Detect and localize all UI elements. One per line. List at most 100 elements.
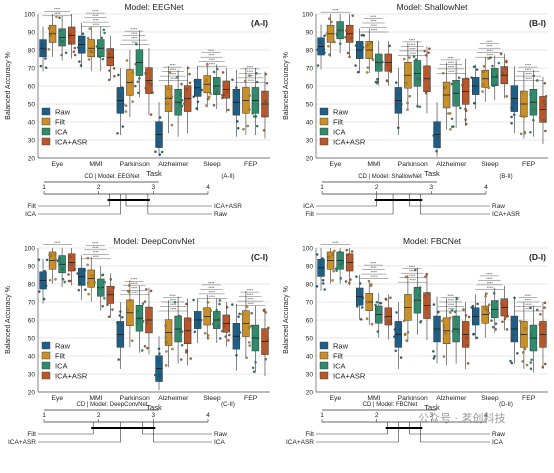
significance-stars: **** [92,245,99,250]
data-point [465,77,469,80]
data-point [72,50,76,54]
data-point [179,92,183,96]
data-point [450,309,454,312]
significance-stars: **** [371,274,378,279]
y-tick-label: 30 [306,372,314,379]
data-point [487,57,490,60]
data-point [196,100,200,104]
cd-tick-label: 4 [484,184,488,191]
data-point [158,116,162,119]
data-point [87,292,90,296]
data-point [360,33,364,37]
data-point [346,51,350,55]
significance-stars: **** [131,277,138,282]
panel-label: (B-I) [529,18,546,28]
data-point [170,95,174,99]
data-point [521,351,525,354]
data-point [501,320,504,324]
cd-leader [153,422,212,443]
cd-leader [125,194,212,207]
x-tick-label: Eye [329,395,341,402]
data-point [61,277,65,281]
data-point [193,79,197,82]
data-point [131,79,134,83]
data-point [195,107,198,110]
data-point [107,78,111,82]
y-tick-label: 100 [24,12,35,19]
data-point [54,258,58,262]
data-point [60,53,63,57]
significance-stars: **** [209,289,216,294]
data-point [543,362,547,366]
significance-stars: **** [131,281,138,286]
y-tick-label: 50 [28,336,36,343]
data-point [137,318,140,322]
data-point [484,307,488,310]
data-point [482,70,485,74]
data-point [103,280,106,284]
significance-stars: **** [448,60,455,65]
data-point [164,336,168,339]
data-point [438,145,441,149]
data-point [231,303,234,306]
data-point [529,306,532,309]
data-point [78,280,82,284]
data-point [59,29,62,32]
data-point [63,280,66,284]
significance-stars: **** [410,51,417,56]
x-axis-label: Task [424,169,440,178]
data-point [180,82,183,86]
data-point [221,96,224,100]
significance-stars: **** [247,64,254,69]
data-point [121,316,124,319]
data-point [374,303,377,307]
cd-title: CD | Model: FBCNet [363,402,418,408]
y-tick-label: 90 [306,264,314,271]
data-point [435,150,438,153]
cd-panel-label: (A-II) [221,174,234,180]
data-point [525,363,529,367]
data-point [221,93,224,97]
data-point [414,58,418,61]
data-point [189,357,192,360]
data-point [486,308,489,312]
data-point [154,373,157,377]
data-point [219,337,222,340]
significance-stars: **** [487,48,494,53]
data-point [365,45,368,48]
data-point [339,42,342,45]
data-point [106,303,109,307]
data-point [510,121,513,125]
data-point [358,282,362,285]
legend-label: ICA [333,362,346,371]
significance-stars: **** [170,302,177,307]
data-point [113,74,116,78]
data-point [395,311,398,314]
cd-leader [142,422,212,435]
data-point [158,373,162,376]
data-point [315,285,319,288]
data-point [157,359,161,363]
data-point [243,79,247,83]
data-point [206,336,210,340]
data-point [491,326,495,329]
data-point [199,318,203,322]
y-tick-label: 20 [28,156,36,163]
data-point [425,307,429,310]
data-point [427,51,430,54]
data-point [55,15,58,18]
data-point [361,296,365,300]
data-point [362,34,366,37]
y-tick-label: 100 [302,246,313,253]
data-point [138,77,141,80]
data-point [441,71,445,75]
data-point [523,132,527,135]
x-tick-label: Sleep [481,161,499,168]
significance-stars: **** [92,241,99,246]
data-point [207,334,210,337]
data-point [212,103,216,107]
cd-method-label: ICA+ASR [8,439,36,446]
data-point [509,359,512,363]
x-tick-label: Parkinson [398,395,428,402]
data-point [367,279,371,283]
